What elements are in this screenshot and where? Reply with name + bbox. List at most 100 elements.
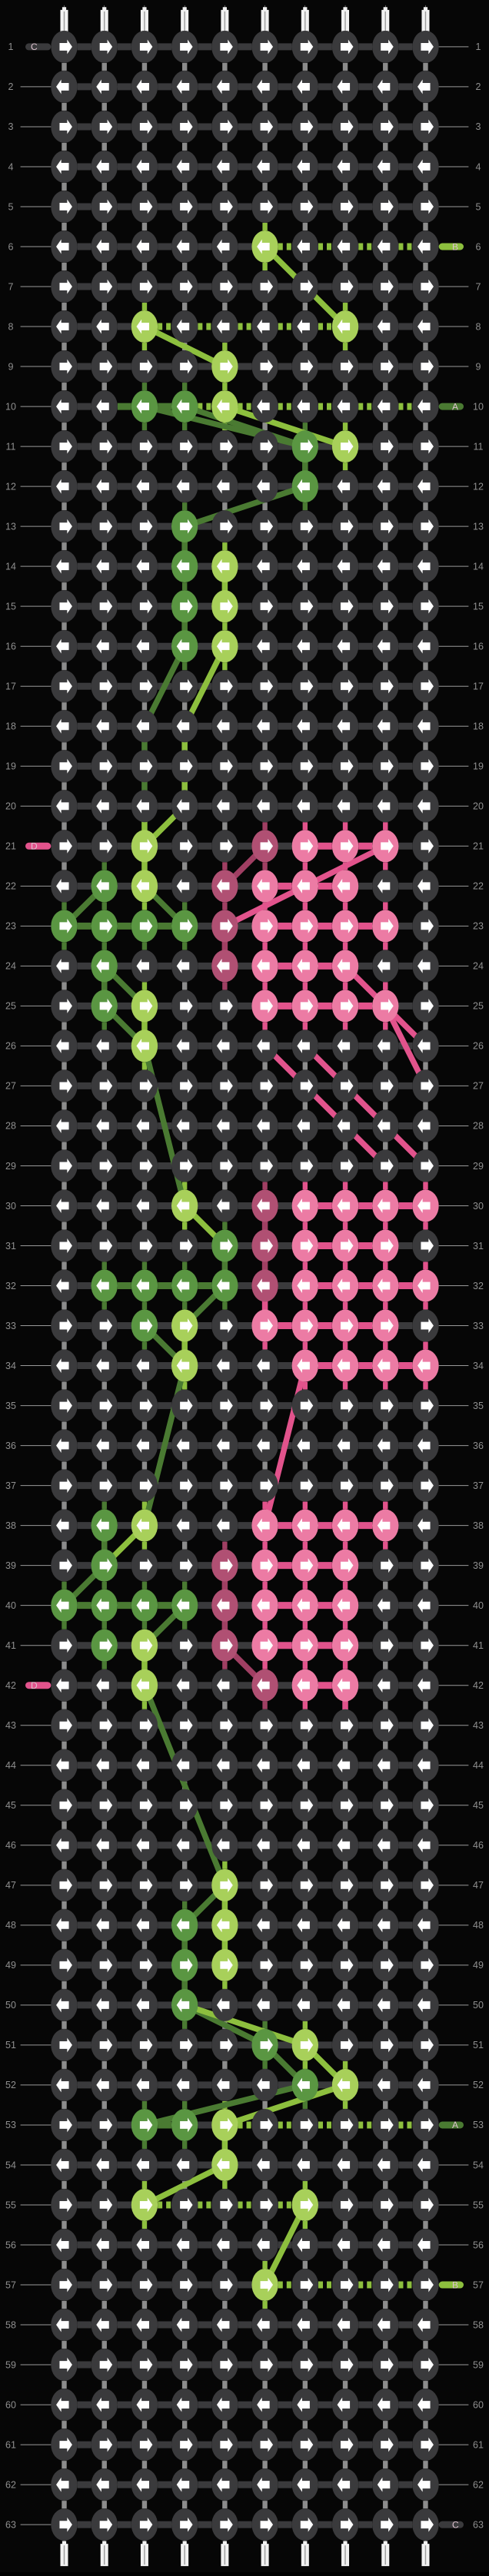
svg-text:59: 59 [5, 2359, 16, 2370]
svg-text:46: 46 [473, 1840, 484, 1851]
svg-text:43: 43 [5, 1720, 16, 1731]
svg-text:59: 59 [473, 2359, 484, 2370]
svg-text:2: 2 [476, 81, 481, 92]
svg-text:37: 37 [473, 1480, 484, 1491]
svg-text:54: 54 [473, 2160, 484, 2170]
svg-text:41: 41 [5, 1640, 16, 1651]
svg-text:26: 26 [5, 1041, 16, 1052]
svg-text:A: A [452, 2120, 458, 2130]
svg-text:4: 4 [8, 161, 14, 172]
svg-text:55: 55 [473, 2200, 484, 2210]
svg-text:14: 14 [473, 561, 484, 572]
svg-text:58: 58 [473, 2319, 484, 2330]
svg-text:D: D [31, 841, 38, 852]
svg-text:13: 13 [473, 521, 484, 532]
svg-text:24: 24 [473, 961, 484, 972]
svg-text:34: 34 [473, 1361, 484, 1371]
svg-text:41: 41 [473, 1640, 484, 1651]
svg-text:53: 53 [473, 2120, 484, 2130]
svg-text:28: 28 [5, 1121, 16, 1132]
svg-text:50: 50 [5, 2000, 16, 2011]
svg-text:1: 1 [476, 41, 481, 52]
svg-text:20: 20 [5, 801, 16, 812]
svg-text:44: 44 [5, 1760, 16, 1771]
svg-text:46: 46 [5, 1840, 16, 1851]
svg-text:21: 21 [473, 841, 484, 852]
svg-text:17: 17 [473, 681, 484, 692]
svg-text:51: 51 [473, 2040, 484, 2051]
svg-text:11: 11 [474, 441, 484, 452]
svg-text:8: 8 [476, 321, 481, 332]
svg-text:5: 5 [8, 201, 14, 212]
svg-text:34: 34 [5, 1361, 16, 1371]
svg-text:40: 40 [5, 1600, 16, 1611]
svg-text:36: 36 [473, 1441, 484, 1451]
svg-text:22: 22 [5, 881, 16, 892]
svg-text:30: 30 [5, 1201, 16, 1212]
svg-text:62: 62 [5, 2479, 16, 2490]
svg-text:6: 6 [8, 241, 14, 252]
svg-text:29: 29 [5, 1161, 16, 1172]
svg-text:12: 12 [473, 481, 484, 492]
svg-text:25: 25 [5, 1001, 16, 1012]
svg-text:50: 50 [473, 2000, 484, 2011]
svg-text:40: 40 [473, 1600, 484, 1611]
svg-text:23: 23 [473, 921, 484, 932]
svg-text:13: 13 [5, 521, 16, 532]
svg-text:10: 10 [5, 401, 16, 412]
svg-text:38: 38 [473, 1520, 484, 1531]
svg-text:49: 49 [473, 1960, 484, 1971]
svg-text:B: B [452, 241, 458, 252]
svg-text:29: 29 [473, 1161, 484, 1172]
svg-text:24: 24 [5, 961, 16, 972]
svg-text:61: 61 [473, 2439, 484, 2450]
svg-text:55: 55 [5, 2200, 16, 2210]
svg-text:15: 15 [473, 601, 484, 612]
svg-text:16: 16 [5, 642, 16, 652]
svg-text:28: 28 [473, 1121, 484, 1132]
svg-text:27: 27 [5, 1081, 16, 1092]
svg-text:35: 35 [473, 1401, 484, 1411]
svg-text:6: 6 [476, 241, 481, 252]
svg-text:42: 42 [5, 1680, 16, 1691]
svg-text:57: 57 [5, 2279, 16, 2290]
svg-text:D: D [31, 1680, 38, 1691]
svg-text:49: 49 [5, 1960, 16, 1971]
svg-text:9: 9 [476, 361, 481, 372]
svg-text:43: 43 [473, 1720, 484, 1731]
svg-text:17: 17 [5, 681, 16, 692]
svg-text:15: 15 [5, 601, 16, 612]
svg-text:2: 2 [8, 81, 14, 92]
svg-text:60: 60 [5, 2399, 16, 2410]
svg-text:16: 16 [473, 642, 484, 652]
svg-text:42: 42 [473, 1680, 484, 1691]
svg-text:52: 52 [473, 2080, 484, 2090]
svg-text:11: 11 [6, 441, 16, 452]
svg-text:21: 21 [5, 841, 16, 852]
svg-text:62: 62 [473, 2479, 484, 2490]
svg-text:39: 39 [5, 1560, 16, 1571]
svg-text:31: 31 [5, 1241, 16, 1252]
svg-text:25: 25 [473, 1001, 484, 1012]
svg-text:54: 54 [5, 2160, 16, 2170]
svg-text:48: 48 [5, 1920, 16, 1931]
svg-text:31: 31 [473, 1241, 484, 1252]
svg-text:27: 27 [473, 1081, 484, 1092]
svg-text:48: 48 [473, 1920, 484, 1931]
svg-text:19: 19 [473, 761, 484, 772]
svg-text:23: 23 [5, 921, 16, 932]
svg-text:45: 45 [5, 1800, 16, 1811]
svg-text:7: 7 [476, 281, 481, 292]
svg-text:53: 53 [5, 2120, 16, 2130]
svg-text:63: 63 [5, 2519, 16, 2530]
svg-text:36: 36 [5, 1441, 16, 1451]
svg-text:3: 3 [8, 121, 14, 132]
svg-text:47: 47 [473, 1880, 484, 1891]
svg-text:63: 63 [473, 2519, 484, 2530]
svg-text:56: 56 [473, 2239, 484, 2250]
svg-text:1: 1 [8, 41, 14, 52]
svg-text:14: 14 [5, 561, 16, 572]
svg-text:60: 60 [473, 2399, 484, 2410]
svg-text:33: 33 [5, 1321, 16, 1331]
svg-text:37: 37 [5, 1480, 16, 1491]
